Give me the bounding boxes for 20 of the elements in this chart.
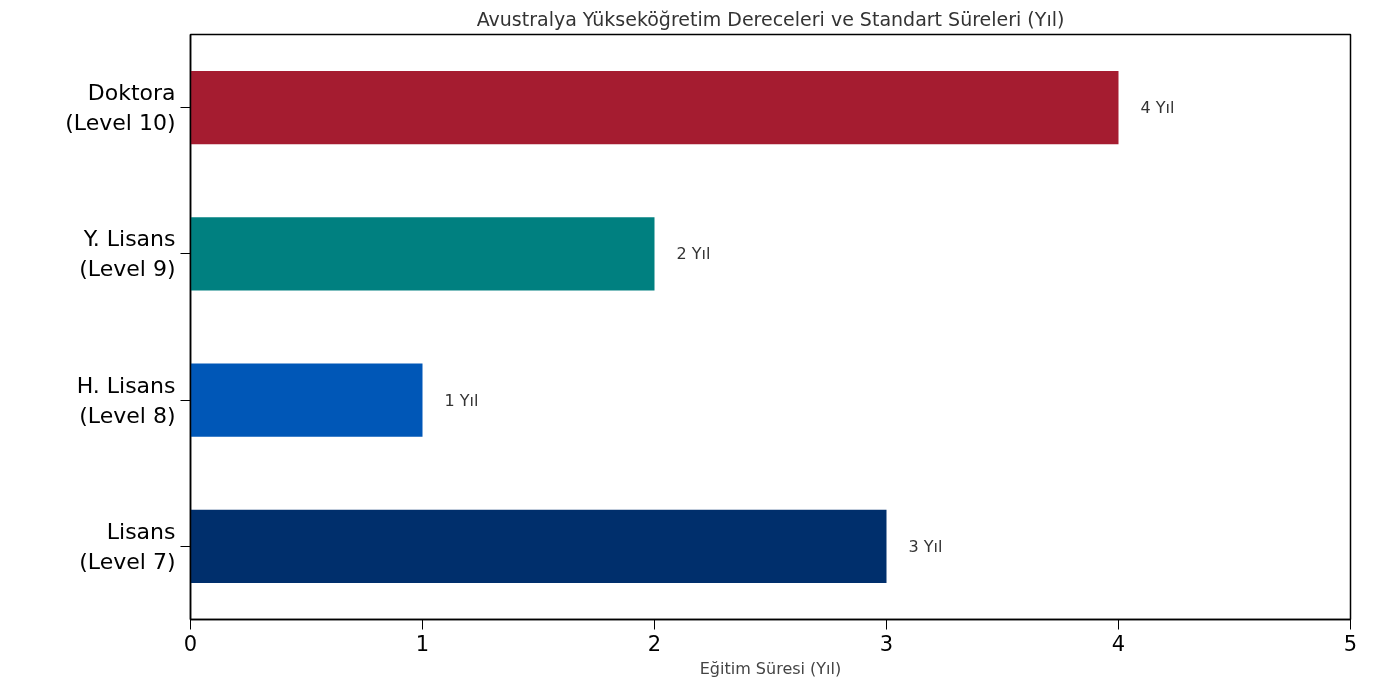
x-axis-title: Eğitim Süresi (Yıl) [699,658,842,678]
x-tick-label: 5 [1343,631,1358,656]
data-label: 3 Yıl [908,536,943,556]
bar [190,217,655,291]
x-tick-label: 4 [1111,631,1126,656]
data-label: 4 Yıl [1140,98,1175,118]
x-tick-label: 2 [647,631,662,656]
data-label: 1 Yıl [444,390,479,410]
chart-title: Avustralya Yükseköğretim Dereceleri ve Standart Süreleri (Yıl) [476,7,1065,30]
y-tick-label: Y. Lisans (Level 9) [79,226,176,282]
x-tick-label: 3 [879,631,894,656]
bar [190,509,887,583]
bar [190,363,423,437]
x-tick-label: 0 [183,631,198,656]
y-tick-label: Lisans (Level 7) [79,518,176,574]
data-label: 2 Yıl [676,244,711,264]
y-tick-label: H. Lisans (Level 8) [76,372,176,428]
x-tick-label: 1 [415,631,430,656]
y-tick-label: Doktora (Level 10) [65,80,176,136]
bar [190,71,1119,145]
